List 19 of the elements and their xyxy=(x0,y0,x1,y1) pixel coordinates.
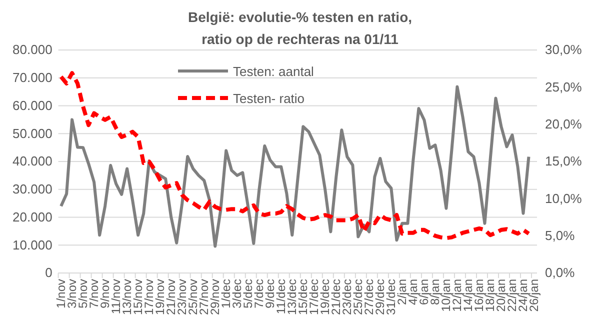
y2-tick-label: 25,0% xyxy=(545,79,582,94)
y-tick-label: 60.000 xyxy=(12,98,52,113)
chart-title: België: evolutie-% testen en ratio, ratio op de rechteras na 01/11 xyxy=(188,9,412,47)
y2-tick-label: 15,0% xyxy=(545,154,582,169)
y-tick-label: 20.000 xyxy=(12,209,52,224)
y-tick-label: 10.000 xyxy=(12,237,52,252)
y-tick-label: 70.000 xyxy=(12,70,52,86)
y-tick-label: 80.000 xyxy=(12,42,52,58)
y2-tick-label: 30,0% xyxy=(545,42,582,58)
y-tick-label: 30.000 xyxy=(12,182,52,197)
y2-tick-label: 0,0% xyxy=(545,265,576,280)
legend-label: Testen- ratio xyxy=(233,91,305,106)
y2-tick-label: 10,0% xyxy=(545,190,582,206)
y-tick-label: 40.000 xyxy=(12,154,52,169)
legend-label: Testen: aantal xyxy=(233,64,314,79)
y-tick-label: 50.000 xyxy=(12,126,52,141)
y-tick-label: 0 xyxy=(45,265,52,280)
y2-tick-label: 20,0% xyxy=(545,116,582,132)
y2-tick-label: 5,0% xyxy=(545,228,576,243)
